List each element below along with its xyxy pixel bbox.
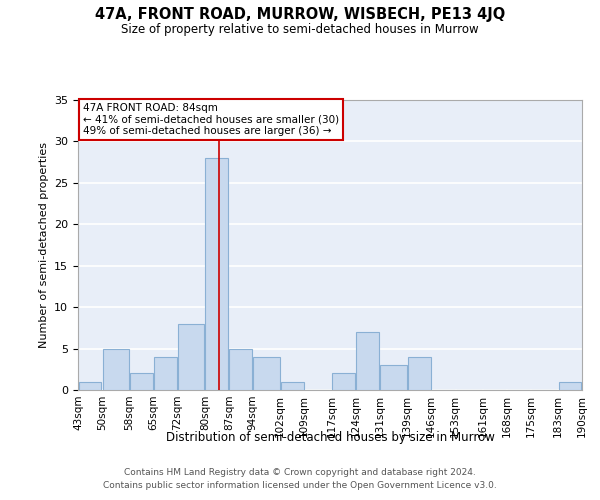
Y-axis label: Number of semi-detached properties: Number of semi-detached properties — [38, 142, 49, 348]
Bar — [332, 374, 355, 390]
Bar — [407, 357, 431, 390]
Text: Size of property relative to semi-detached houses in Murrow: Size of property relative to semi-detach… — [121, 22, 479, 36]
Text: Contains public sector information licensed under the Open Government Licence v3: Contains public sector information licen… — [103, 480, 497, 490]
Bar — [559, 382, 581, 390]
Bar — [281, 382, 304, 390]
Bar — [178, 324, 205, 390]
Bar — [253, 357, 280, 390]
Bar — [130, 374, 153, 390]
Bar — [103, 348, 129, 390]
Bar — [229, 348, 253, 390]
Bar — [356, 332, 379, 390]
Text: 47A FRONT ROAD: 84sqm
← 41% of semi-detached houses are smaller (30)
49% of semi: 47A FRONT ROAD: 84sqm ← 41% of semi-deta… — [83, 103, 339, 136]
Bar — [154, 357, 177, 390]
Bar — [380, 365, 407, 390]
Text: 47A, FRONT ROAD, MURROW, WISBECH, PE13 4JQ: 47A, FRONT ROAD, MURROW, WISBECH, PE13 4… — [95, 8, 505, 22]
Bar — [205, 158, 229, 390]
Text: Contains HM Land Registry data © Crown copyright and database right 2024.: Contains HM Land Registry data © Crown c… — [124, 468, 476, 477]
Bar — [79, 382, 101, 390]
Text: Distribution of semi-detached houses by size in Murrow: Distribution of semi-detached houses by … — [166, 431, 494, 444]
